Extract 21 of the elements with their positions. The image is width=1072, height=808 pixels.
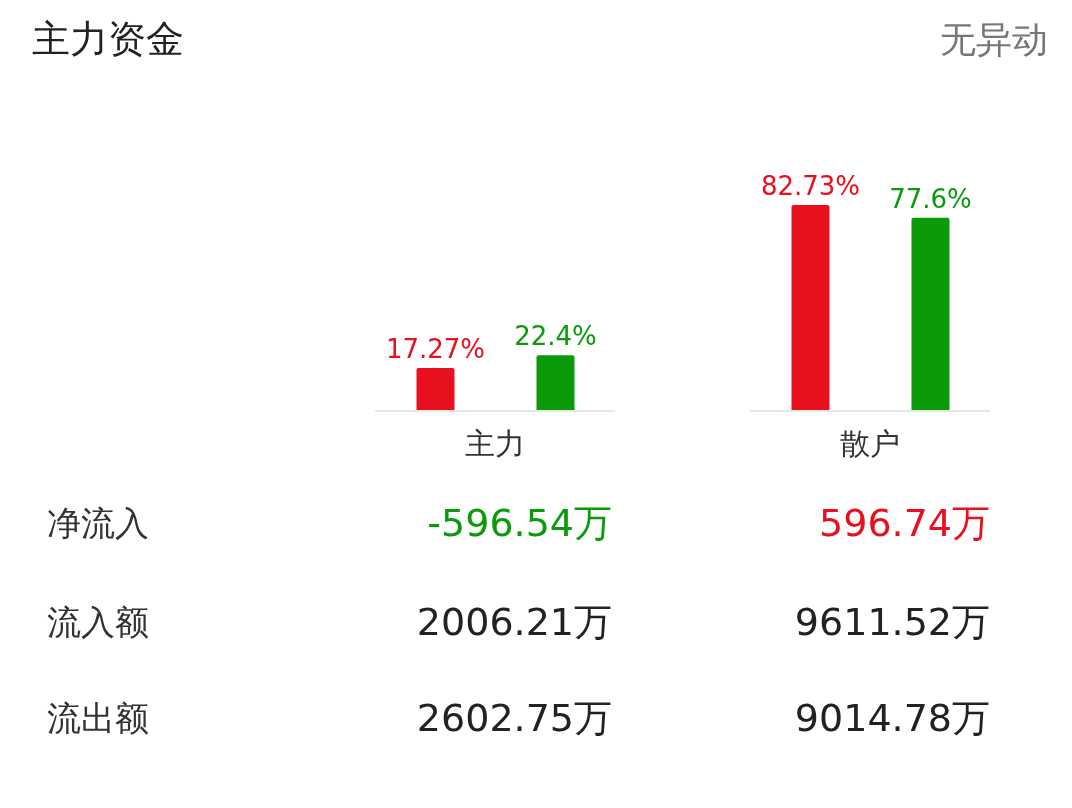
chart-subtitle: 无异动 [940,18,1048,62]
bar [911,217,950,411]
text: 2602.75万 [416,696,612,740]
chart-title: 主力资金 [32,16,184,63]
bar [791,205,830,411]
category-label: 净流入 [47,503,149,543]
bar [416,368,455,411]
text: -596.54万 [427,501,612,545]
data-label: 17.27% [385,334,486,364]
text: 2006.21万 [416,600,612,644]
category-label: 流出额 [47,698,149,738]
x-tick-label: 主力 [465,426,525,461]
category-label: 流入额 [47,602,149,642]
text: 9611.52万 [794,600,990,644]
data-label: 77.6% [889,183,972,214]
text: 596.74万 [819,501,990,545]
data-label: 82.73% [760,171,861,201]
x-tick-label: 散户 [840,426,900,461]
data-label: 22.4% [514,321,597,352]
bar [536,355,575,411]
text: 9014.78万 [794,696,990,740]
